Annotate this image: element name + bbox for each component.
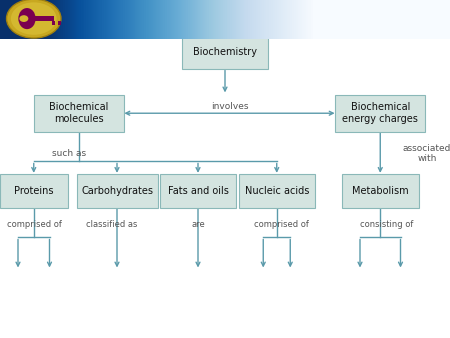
Bar bbox=[52, 21, 55, 25]
FancyBboxPatch shape bbox=[342, 174, 418, 208]
Text: associated
with: associated with bbox=[403, 144, 450, 164]
Text: Biochemical
molecules: Biochemical molecules bbox=[49, 102, 108, 124]
Ellipse shape bbox=[6, 0, 61, 38]
Text: Biochemistry: Biochemistry bbox=[193, 47, 257, 57]
FancyBboxPatch shape bbox=[76, 174, 158, 208]
Circle shape bbox=[19, 15, 28, 22]
Text: comprised of: comprised of bbox=[7, 220, 62, 229]
Ellipse shape bbox=[18, 8, 36, 29]
Text: Proteins: Proteins bbox=[14, 186, 54, 196]
Text: are: are bbox=[191, 220, 205, 229]
FancyBboxPatch shape bbox=[238, 174, 315, 208]
FancyBboxPatch shape bbox=[34, 95, 124, 132]
FancyBboxPatch shape bbox=[182, 35, 268, 69]
Ellipse shape bbox=[11, 2, 57, 35]
Text: Metabolism: Metabolism bbox=[352, 186, 409, 196]
Text: involves: involves bbox=[211, 101, 248, 111]
Text: consisting of: consisting of bbox=[360, 220, 414, 229]
Bar bbox=[58, 21, 61, 25]
FancyBboxPatch shape bbox=[0, 174, 68, 208]
Text: Nucleic acids: Nucleic acids bbox=[244, 186, 309, 196]
Text: such as: such as bbox=[52, 149, 86, 158]
Text: Biochemical
energy charges: Biochemical energy charges bbox=[342, 102, 418, 124]
Bar bbox=[29, 16, 54, 21]
Text: Carbohydrates: Carbohydrates bbox=[81, 186, 153, 196]
Text: Fats and oils: Fats and oils bbox=[167, 186, 229, 196]
FancyBboxPatch shape bbox=[335, 95, 425, 132]
Text: comprised of: comprised of bbox=[254, 220, 309, 229]
Text: classified as: classified as bbox=[86, 220, 137, 229]
FancyBboxPatch shape bbox=[160, 174, 236, 208]
